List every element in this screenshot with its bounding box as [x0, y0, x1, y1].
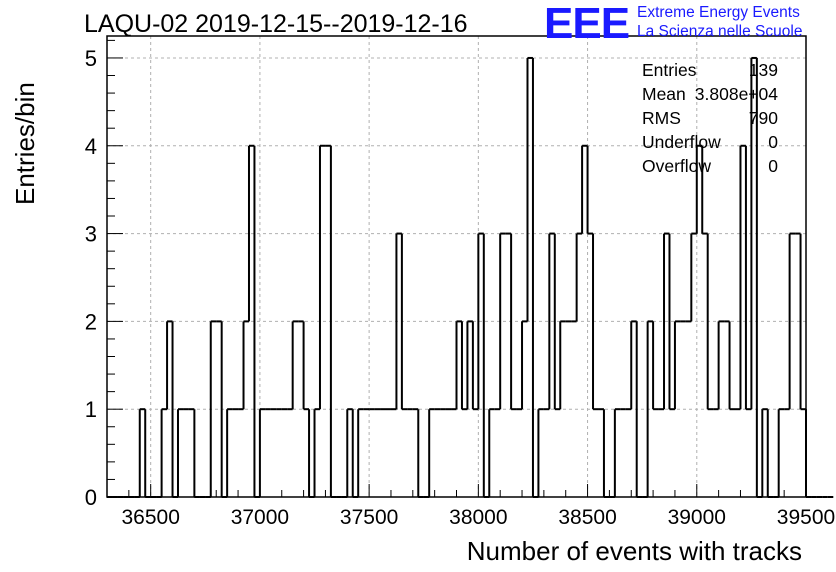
y-axis-label-box: Entries/bin — [8, 82, 40, 205]
stats-box: Entries 139 Mean 3.808e+04 RMS 790 Under… — [642, 60, 778, 180]
stat-value: 790 — [748, 108, 778, 128]
logo-caption: Extreme Energy Events La Scienza nelle S… — [637, 3, 802, 41]
x-tick-label: 39000 — [668, 506, 726, 529]
stat-value: 3.808e+04 — [694, 84, 778, 104]
stat-row-overflow: Overflow 0 — [642, 156, 778, 180]
y-tick-label: 3 — [85, 222, 97, 247]
stat-label: Mean — [642, 84, 686, 104]
stat-label: Underflow — [642, 132, 721, 152]
stat-value: 0 — [768, 132, 778, 152]
stat-label: Overflow — [642, 156, 712, 176]
stat-value: 0 — [768, 156, 778, 176]
x-tick-label: 38000 — [449, 506, 507, 529]
y-tick-label: 0 — [85, 485, 97, 510]
eee-logo: EEE — [544, 0, 630, 48]
stat-row-entries: Entries 139 — [642, 60, 778, 84]
stat-label: Entries — [642, 60, 697, 80]
axis-ticks — [106, 39, 807, 498]
x-tick-label: 36500 — [121, 506, 179, 529]
x-tick-label: 37500 — [340, 506, 398, 529]
y-tick-label: 5 — [85, 46, 97, 71]
stat-row-underflow: Underflow 0 — [642, 132, 778, 156]
x-tick-label: 38500 — [558, 506, 616, 529]
y-axis-label: Entries/bin — [10, 82, 40, 205]
y-tick-label: 2 — [85, 309, 97, 334]
logo-line-1: Extreme Energy Events — [637, 4, 800, 21]
chart-title: LAQU-02 2019-12-15--2019-12-16 — [84, 10, 468, 38]
stat-label: RMS — [642, 108, 681, 128]
stat-row-rms: RMS 790 — [642, 108, 778, 132]
tick-labels: 36500 37000 37500 38000 38500 39000 39500 0 1 2 3 4… — [85, 46, 835, 529]
y-tick-label: 4 — [85, 134, 97, 159]
stat-row-mean: Mean 3.808e+04 — [642, 84, 778, 108]
x-axis-label: Number of events with tracks — [466, 536, 802, 566]
y-tick-label: 1 — [85, 397, 97, 422]
x-tick-label: 39500 — [777, 506, 835, 529]
histogram-series — [107, 56, 834, 498]
logo-line-2: La Scienza nelle Scuole — [637, 23, 803, 40]
stat-value: 139 — [748, 60, 778, 80]
x-tick-label: 37000 — [231, 506, 289, 529]
